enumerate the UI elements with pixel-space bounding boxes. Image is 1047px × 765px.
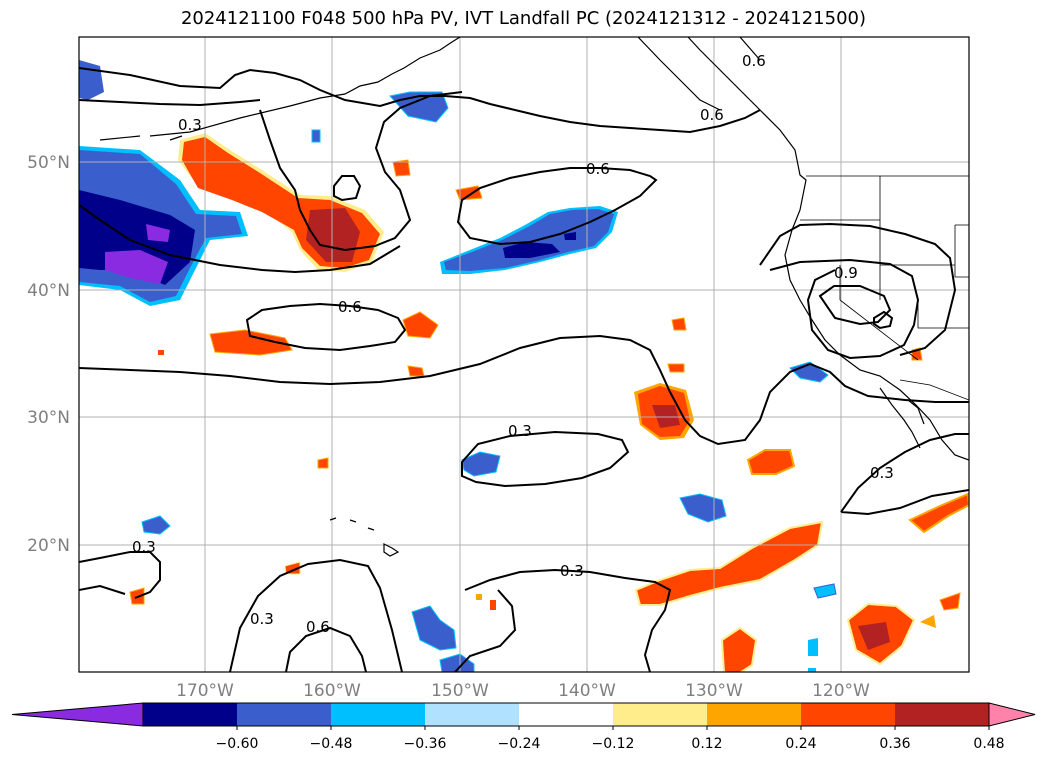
colorbar-tick-label: −0.24 [498,736,541,752]
political-borders [800,175,969,401]
contour-label: 0.3 [560,562,584,580]
colorbar-tick-label: −0.48 [310,736,353,752]
colorbar-tick-label: 0.48 [973,736,1004,752]
colorbar-segment [707,703,802,726]
colorbar-segment [425,703,520,726]
contour-label: 0.3 [870,464,894,482]
contour-label: 0.3 [250,610,274,628]
colorbar-segment [143,703,238,726]
lat-label: 20°N [27,536,70,556]
contour-label: 0.6 [700,106,724,124]
contour-label: 0.6 [586,160,610,178]
colorbar-border [142,702,990,727]
contour-label: 0.3 [508,422,532,440]
longitude-labels: 170°W 160°W 150°W 140°W 130°W 120°W [176,681,870,701]
colorbar-extend-low [11,702,144,727]
colorbar-segment [895,703,990,726]
colorbar-extend-high [988,702,1036,727]
colorbar-tick-label: −0.12 [592,736,635,752]
contour-label: 0.6 [742,52,766,70]
hawaii [329,517,400,557]
contour-label: 0.9 [834,264,858,282]
colorbar-segment [331,703,426,726]
colorbar-segment [237,703,332,726]
map-frame [78,36,970,673]
lat-label: 50°N [27,153,70,173]
colorbar: −0.60 −0.48 −0.36 −0.24 −0.12 0.12 0.24 0.36 0.4… [11,702,1036,752]
contour-label: 0.6 [338,298,362,316]
colorbar-segment [801,703,896,726]
lon-label: 170°W [176,681,234,701]
contour-label: 0.3 [132,538,156,556]
graticule [79,37,969,672]
page-title: 2024121100 F048 500 hPa PV, IVT Landfall… [180,8,867,29]
colorbar-tick-label: −0.60 [216,736,259,752]
lat-label: 40°N [27,281,70,301]
colorbar-segment [613,703,708,726]
ivt-contours [79,67,969,672]
lon-label: 130°W [685,681,743,701]
lon-label: 140°W [558,681,616,701]
gulf-of-california [879,387,925,449]
alaska-coast [149,37,461,137]
lon-label: 120°W [812,681,870,701]
lat-label: 30°N [27,408,70,428]
lon-label: 150°W [431,681,489,701]
colorbar-tick-label: −0.36 [404,736,447,752]
lon-label: 160°W [303,681,361,701]
contour-label: 0.6 [306,618,330,636]
contour-labels: 0.3 0.6 0.6 0.6 0.6 0.9 0.3 0.3 0.3 0.3 … [132,52,894,636]
map-background [79,37,969,672]
colorbar-segment [519,703,614,726]
colorbar-tick-label: 0.36 [879,736,910,752]
contour-label: 0.3 [178,116,202,134]
colorbar-tick-label: 0.12 [691,736,722,752]
latitude-labels: 50°N 40°N 30°N 20°N [27,153,70,556]
colorbar-tick-label: 0.24 [785,736,816,752]
